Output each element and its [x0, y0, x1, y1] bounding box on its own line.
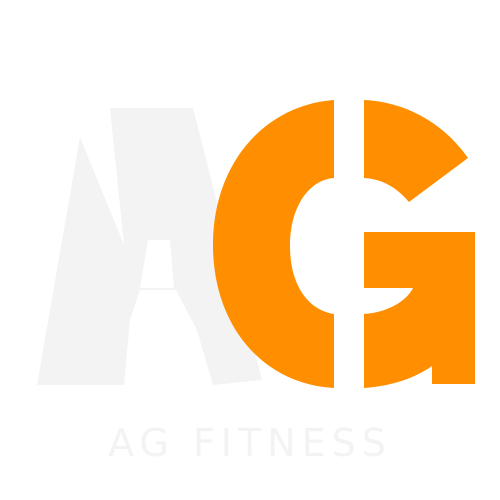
letter-a-counter — [140, 240, 174, 288]
letter-g-left-half — [213, 100, 334, 388]
letter-a-left-leg — [37, 137, 124, 385]
letter-g-bottom-half — [364, 232, 475, 388]
letter-a-right-leg — [89, 108, 262, 385]
letter-g-right-half — [364, 100, 468, 202]
brand-wordmark: AG FITNESS — [108, 421, 392, 465]
letter-a-mark — [37, 108, 262, 385]
letter-g-mark — [213, 100, 475, 388]
